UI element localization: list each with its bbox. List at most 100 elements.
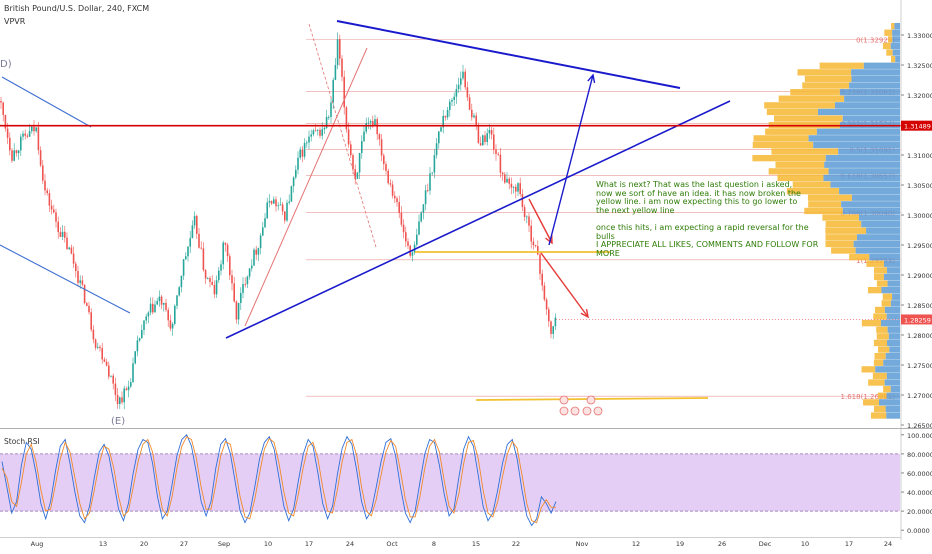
red-rising-line[interactable]	[244, 47, 368, 327]
candle-body	[497, 153, 499, 155]
candle-body	[248, 268, 251, 277]
volume-bar-buy	[851, 69, 900, 76]
volume-bar-sell	[874, 353, 886, 360]
volume-bar-buy	[841, 201, 900, 208]
candle-body	[418, 221, 420, 235]
candle-body	[79, 280, 81, 283]
candle-body	[233, 283, 235, 302]
volume-bar-sell	[808, 201, 842, 208]
candle-body	[323, 128, 326, 130]
triangle-lower-trendline[interactable]	[225, 100, 731, 339]
candle-body	[286, 202, 288, 221]
candle-body	[110, 375, 112, 377]
red-dashed-line[interactable]	[308, 23, 377, 248]
arrow-down-2-head[interactable]	[580, 309, 589, 319]
rsi-tick-label: 60.0000	[907, 470, 932, 478]
volume-bar-buy	[839, 188, 900, 195]
candle-body	[17, 150, 20, 154]
stoch-rsi-title[interactable]: Stoch RSI	[4, 437, 40, 446]
volume-bar-sell	[766, 108, 818, 116]
candle-body	[72, 253, 75, 264]
time-tick-label: 13	[99, 540, 107, 548]
current-price-tag-bg	[901, 314, 932, 325]
candle-body	[356, 172, 359, 179]
candle-body	[321, 129, 323, 136]
note-line: yellow line. i am now expecting this to …	[596, 197, 798, 206]
candle-body	[354, 169, 356, 179]
fib-level-label: 0(1.32929)	[856, 36, 895, 44]
arrow-down-1-head[interactable]	[545, 234, 553, 245]
candle-body	[143, 320, 145, 331]
candle-body	[59, 232, 62, 237]
symbol-title[interactable]: British Pound/U.S. Dollar, 240, FXCM	[4, 4, 150, 13]
candle-body	[290, 186, 293, 202]
volume-bar-sell	[861, 320, 882, 327]
candle-body	[512, 186, 515, 188]
candle-body	[266, 202, 268, 219]
volume-bar-buy	[828, 168, 900, 175]
candle-body	[99, 346, 101, 349]
volume-bar-buy	[885, 353, 900, 360]
candle-body	[532, 241, 535, 246]
candle-body	[277, 205, 279, 207]
arrow-up-head[interactable]	[587, 73, 596, 83]
volume-bar-sell	[819, 62, 864, 69]
candle-body	[103, 359, 106, 362]
candle-body	[515, 186, 517, 192]
volume-bar-sell	[863, 399, 880, 406]
volume-bar-sell	[884, 29, 893, 36]
volume-bar-buy	[889, 346, 900, 353]
volume-bar-buy	[844, 95, 900, 102]
volume-bar-buy	[890, 386, 900, 393]
arrow-down-1[interactable]	[528, 198, 553, 244]
candle-body	[255, 249, 257, 255]
indicator-label-vpvr[interactable]: VPVR	[4, 17, 26, 26]
candle-body	[81, 280, 84, 285]
candle-body	[2, 102, 4, 115]
candle-body	[365, 123, 367, 132]
arrow-up[interactable]	[548, 74, 594, 246]
volume-bar-sell	[831, 247, 856, 254]
candle-body	[495, 149, 497, 154]
volume-bar-buy	[839, 89, 900, 96]
candle-body	[429, 173, 431, 191]
volume-bar-sell	[849, 254, 870, 261]
channel-lower-line[interactable]	[0, 244, 131, 314]
candle-body	[350, 144, 352, 156]
annotation-note[interactable]: What is next? That was the last question…	[596, 180, 836, 258]
candle-body	[50, 205, 53, 210]
volume-bar-sell	[890, 56, 896, 63]
candle-body	[449, 101, 451, 111]
candle-body	[167, 309, 169, 321]
candle-body	[339, 39, 341, 59]
volume-bar-sell	[874, 273, 884, 281]
candle-body	[108, 365, 110, 377]
triangle-upper-trendline[interactable]	[336, 20, 681, 89]
candle-body	[284, 211, 286, 221]
candle-body	[336, 39, 339, 66]
volume-bar-buy	[886, 267, 900, 274]
volume-bar-sell	[825, 240, 854, 248]
candle-body	[444, 115, 447, 118]
volume-bar-buy	[883, 273, 900, 281]
candle-body	[303, 142, 306, 157]
candle-body	[15, 150, 18, 154]
candle-body	[374, 119, 376, 127]
candle-body	[482, 135, 484, 146]
volume-bar-sell	[797, 69, 852, 76]
event-marker	[559, 406, 569, 416]
candle-body	[94, 339, 97, 348]
arrow-down-2[interactable]	[540, 252, 589, 318]
candle-body	[48, 193, 51, 206]
volume-bar-buy	[884, 260, 900, 267]
candle-body	[55, 212, 57, 222]
candle-body	[160, 296, 163, 305]
candle-body	[222, 242, 224, 265]
candle-body	[552, 326, 554, 334]
candle-body	[330, 102, 332, 117]
channel-upper-line[interactable]	[1, 76, 92, 128]
candle-body	[427, 190, 429, 192]
candle-body	[530, 225, 532, 242]
